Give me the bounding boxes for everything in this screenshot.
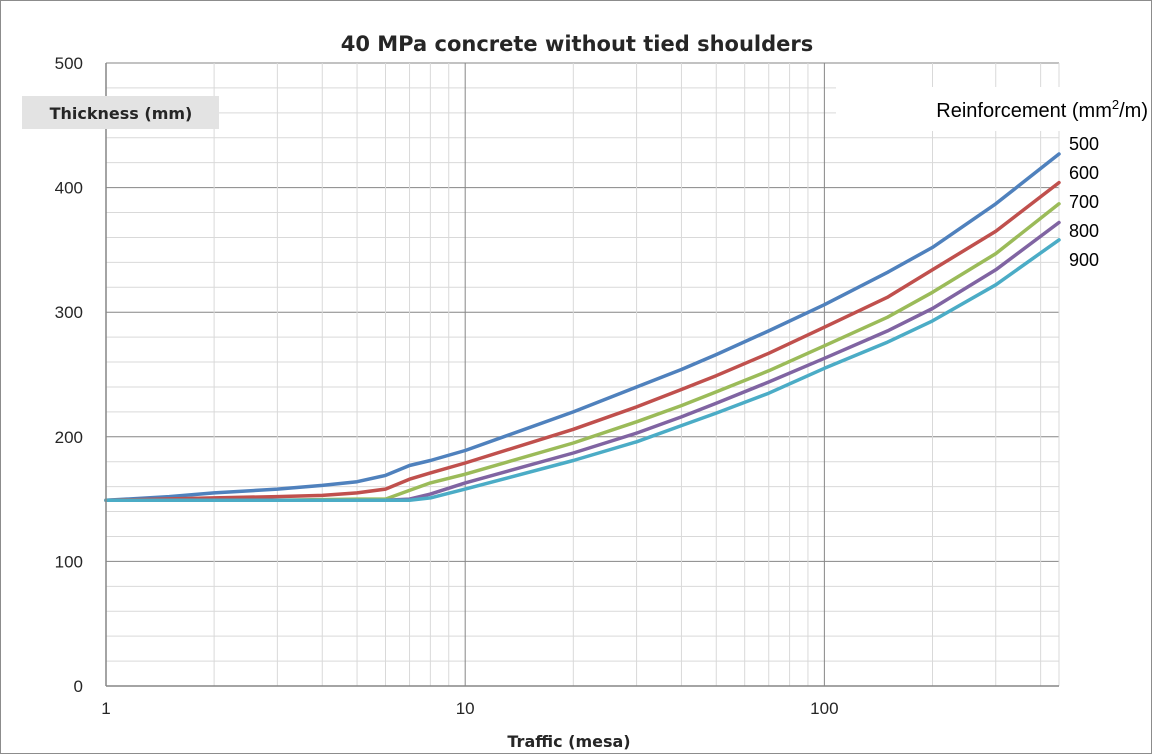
y-axis-label: Thickness (mm) (50, 104, 193, 123)
x-axis-label: Traffic (mesa) (507, 732, 630, 751)
legend-title-superscript: 2 (1112, 97, 1119, 112)
legend-title-tail: /m) (1119, 100, 1148, 122)
axes (105, 63, 1059, 687)
y-tick-label: 200 (55, 428, 83, 447)
legend-item-800: 800 (1069, 221, 1099, 241)
legend-item-900: 900 (1069, 250, 1099, 270)
series-line-900 (104, 238, 1061, 503)
legend-item-700: 700 (1069, 192, 1099, 212)
y-tick-label: 100 (55, 552, 83, 571)
legend-title: Reinforcement (mm2/m) (936, 97, 1148, 122)
legend: 500 600 700 800 900 (1069, 134, 1099, 270)
x-tick-label: 1 (101, 699, 110, 718)
series-lines (104, 152, 1061, 503)
gridlines (105, 62, 1060, 687)
x-tick-label: 100 (810, 699, 838, 718)
y-tick-label: 500 (55, 54, 83, 73)
y-tick-label: 0 (74, 677, 83, 696)
y-tick-label: 300 (55, 303, 83, 322)
legend-item-500: 500 (1069, 134, 1099, 154)
x-tick-label: 10 (456, 699, 475, 718)
tick-labels: 0 100 200 300 400 500 1 10 100 (55, 54, 839, 718)
y-axis-label-background (22, 96, 219, 129)
series-line-600 (104, 180, 1061, 503)
y-tick-label: 400 (55, 179, 83, 198)
legend-item-600: 600 (1069, 163, 1099, 183)
legend-title-background (836, 87, 1151, 131)
chart-title: 40 MPa concrete without tied shoulders (341, 32, 814, 56)
legend-background (1063, 129, 1113, 277)
series-line-500 (104, 152, 1061, 503)
series-line-700 (104, 202, 1061, 503)
legend-title-main: Reinforcement (mm (936, 100, 1112, 122)
